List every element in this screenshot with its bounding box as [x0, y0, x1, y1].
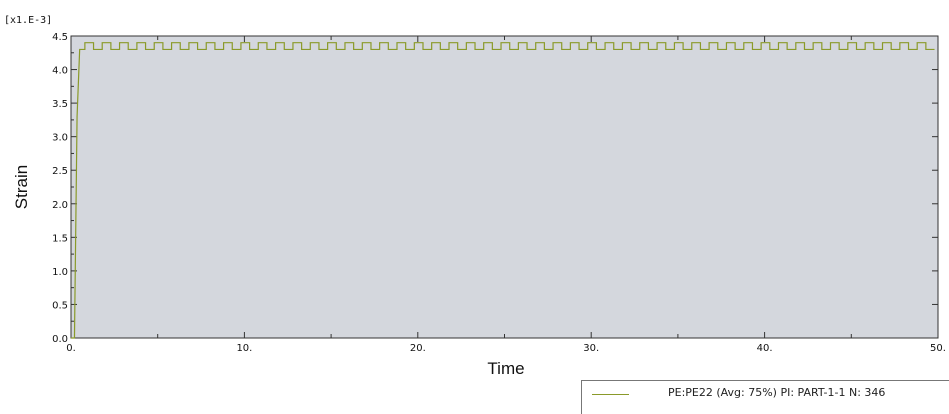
x-axis-ticks: 0. 10. 20. 30. 40. 50. — [66, 36, 946, 354]
legend-series-label: PE:PE22 (Avg: 75%) PI: PART-1-1 N: 346 — [668, 386, 886, 399]
series-layer — [71, 42, 935, 339]
y-tick-label: 3.5 — [52, 99, 68, 110]
y-axis-multiplier: [x1.E-3] — [4, 15, 53, 26]
legend: PE:PE22 (Avg: 75%) PI: PART-1-1 N: 346 — [581, 380, 949, 414]
x-tick-label: 30. — [583, 343, 599, 354]
y-tick-label: 2.5 — [52, 166, 68, 177]
y-tick-label: 4.5 — [52, 32, 68, 43]
y-axis-label: Strain — [12, 165, 31, 209]
series-line — [71, 42, 935, 339]
x-tick-label: 0. — [66, 343, 76, 354]
y-tick-label: 1.5 — [52, 233, 68, 244]
x-axis-label: Time — [487, 359, 524, 378]
y-tick-label: 3.0 — [52, 133, 68, 144]
y-axis-ticks: 0.0 0.5 1.0 1.5 2.0 2.5 3.0 3.5 4.0 4.5 — [52, 32, 938, 345]
y-tick-label: 4.0 — [52, 66, 68, 77]
y-tick-label: 0.0 — [52, 334, 68, 345]
x-tick-label: 20. — [410, 343, 426, 354]
y-tick-label: 1.0 — [52, 267, 68, 278]
x-tick-label: 10. — [236, 343, 252, 354]
y-tick-label: 2.0 — [52, 200, 68, 211]
x-tick-label: 50. — [930, 343, 946, 354]
plot-area — [70, 35, 939, 339]
x-tick-label: 40. — [757, 343, 773, 354]
legend-line-swatch — [592, 394, 629, 395]
y-tick-label: 0.5 — [52, 300, 68, 311]
